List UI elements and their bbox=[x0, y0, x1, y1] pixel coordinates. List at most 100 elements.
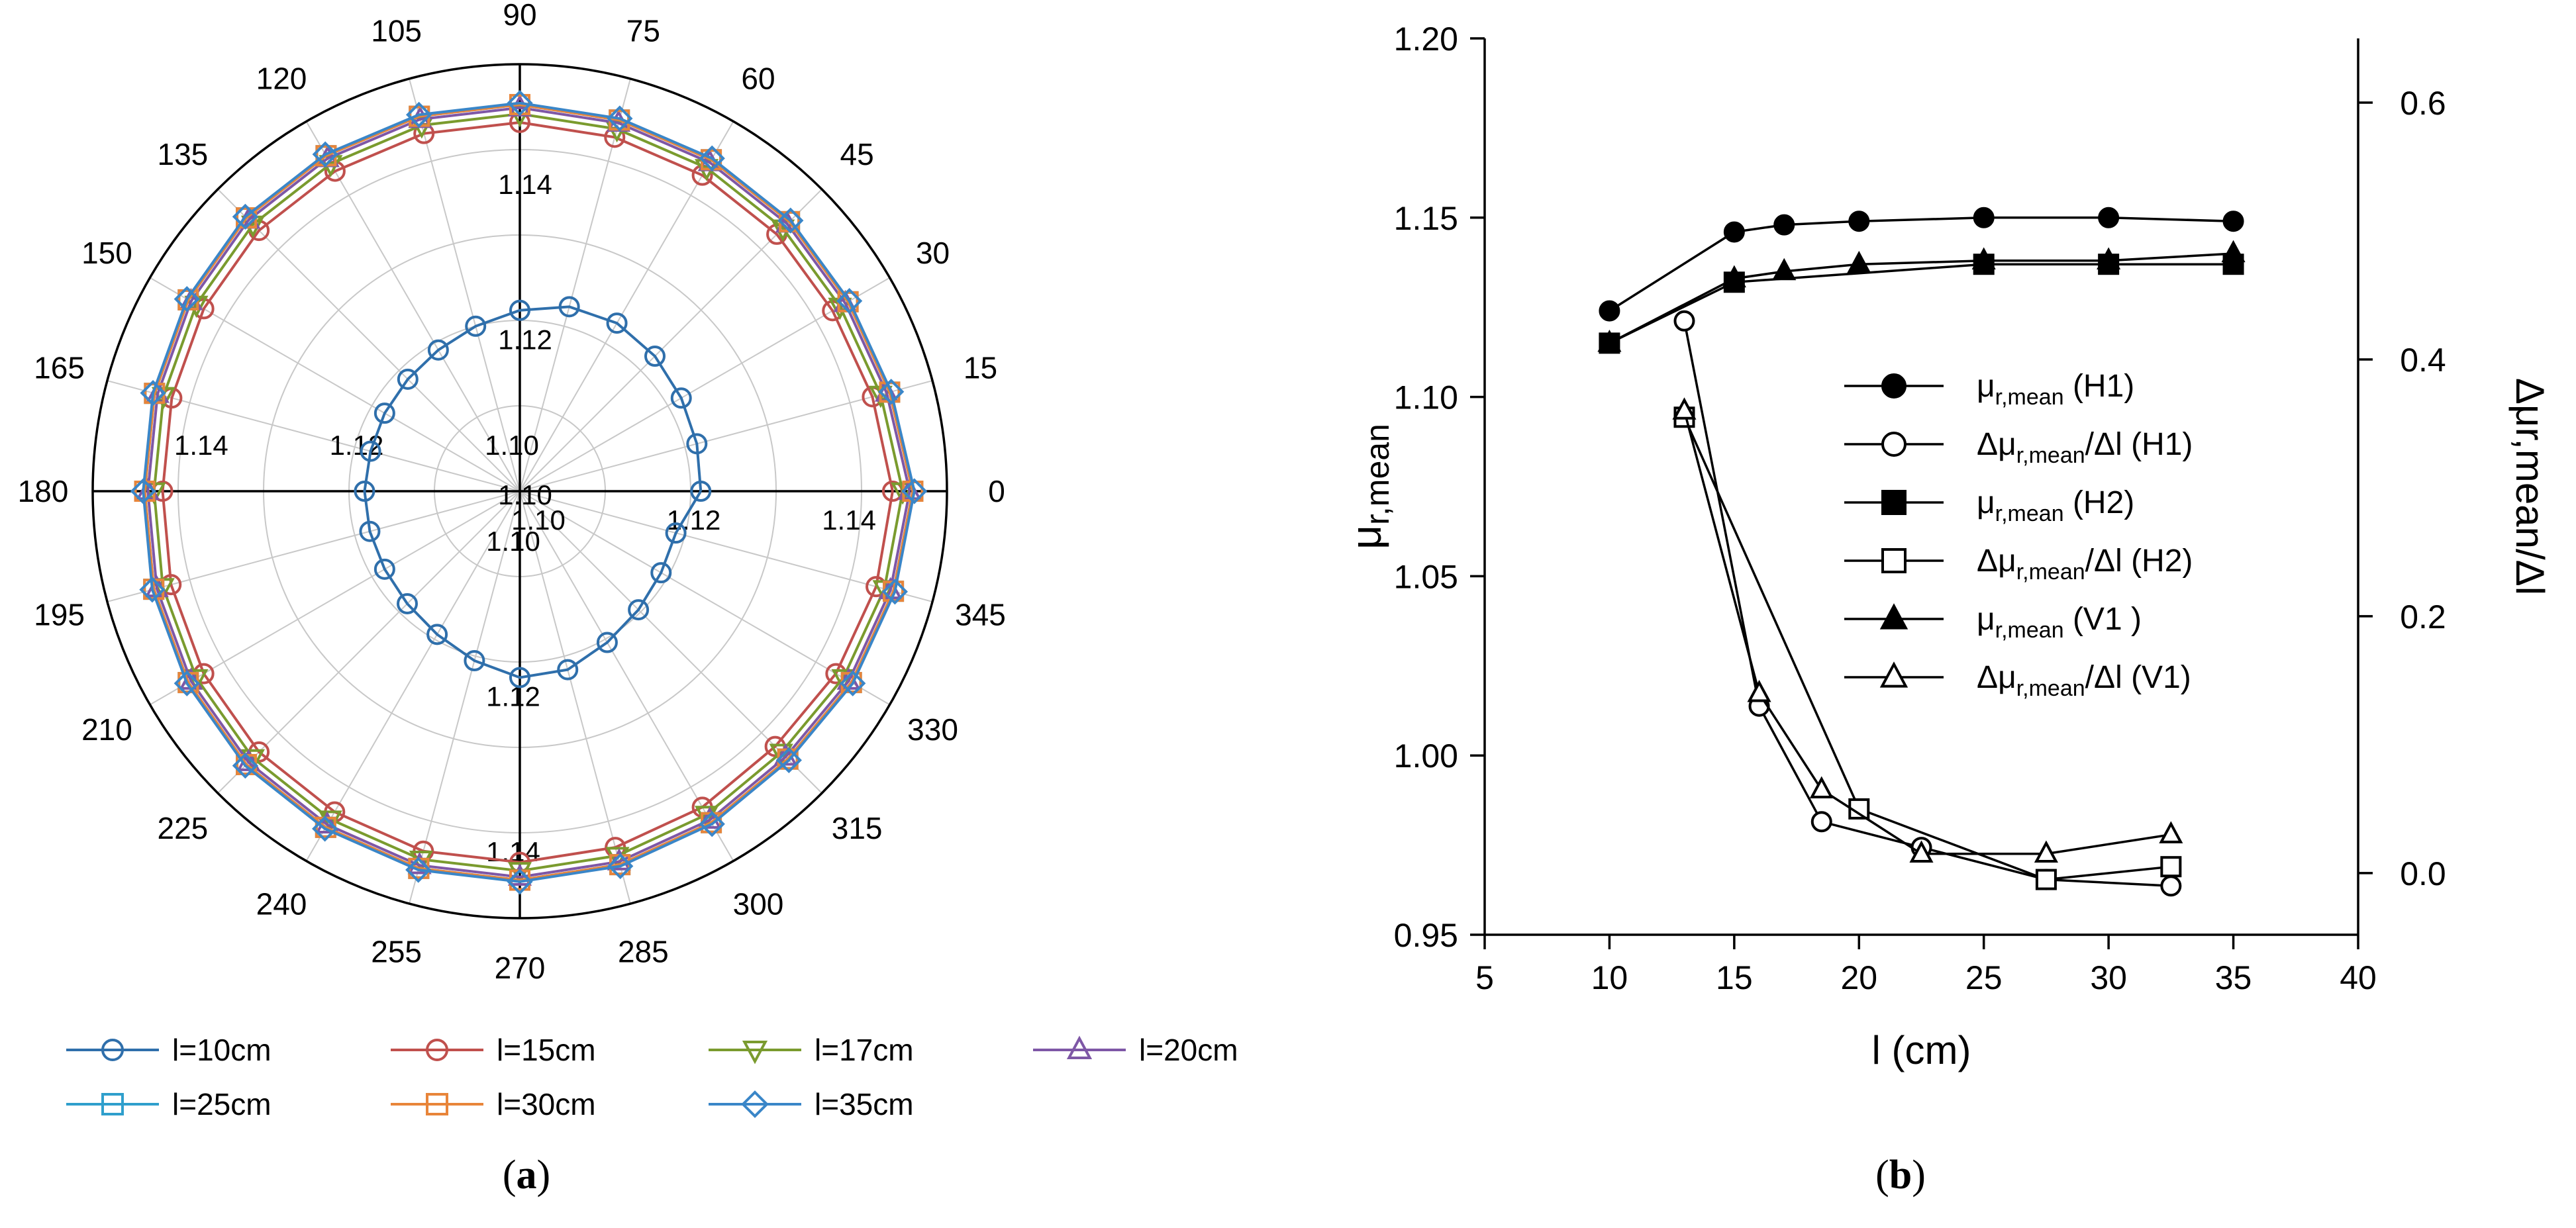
y-tick-label: 1.05 bbox=[1394, 558, 1458, 595]
x-tick-label: 15 bbox=[1716, 959, 1753, 996]
series-line bbox=[1683, 410, 2171, 855]
polar-angle-label: 135 bbox=[158, 137, 209, 171]
data-point bbox=[2221, 240, 2246, 263]
legend-label: l=17cm bbox=[815, 1033, 914, 1067]
y2-tick-label: 0.4 bbox=[2400, 342, 2446, 379]
polar-data-point bbox=[232, 203, 259, 230]
data-point bbox=[2097, 247, 2121, 269]
polar-grid-spoke bbox=[519, 491, 933, 602]
legend-label: Δμr,mean/Δl (V1) bbox=[1977, 660, 2191, 701]
polar-angle-label: 285 bbox=[618, 934, 669, 968]
polar-data-point bbox=[360, 440, 381, 462]
legend-item: l=35cm bbox=[709, 1087, 914, 1121]
polar-angle-label: 315 bbox=[832, 811, 883, 845]
legend-label: l=25cm bbox=[172, 1087, 272, 1121]
polar-data-point bbox=[173, 286, 200, 312]
data-point bbox=[1848, 211, 1870, 232]
legend-marker bbox=[741, 1090, 769, 1118]
polar-data-point bbox=[509, 667, 530, 688]
data-point bbox=[1599, 300, 1620, 322]
data-point bbox=[2222, 211, 2244, 232]
polar-grid-spoke bbox=[519, 491, 734, 862]
series-line bbox=[1683, 416, 2171, 881]
polar-data-point bbox=[312, 141, 338, 167]
line-chart: 5 10 15 20 25 30 35 40 0.95 1.00 1.05 1.10 1.15 1.20 0… bbox=[1342, 21, 2552, 1072]
polar-data-point bbox=[359, 520, 381, 542]
data-point bbox=[1672, 397, 1697, 420]
data-point bbox=[2098, 207, 2120, 228]
polar-grid-spoke bbox=[107, 380, 520, 492]
polar-data-point bbox=[607, 853, 634, 880]
polar-data-point bbox=[509, 299, 530, 321]
polar-data-point bbox=[312, 816, 338, 842]
data-point bbox=[1673, 310, 1695, 332]
polar-data-point bbox=[373, 558, 395, 580]
polar-angle-label: 195 bbox=[34, 597, 85, 632]
data-point bbox=[1772, 258, 1797, 281]
polar-data-point bbox=[232, 752, 259, 779]
polar-data-point bbox=[769, 743, 793, 767]
legend-item: l=20cm bbox=[1033, 1033, 1238, 1067]
polar-data-point bbox=[699, 811, 725, 837]
legend-marker bbox=[1881, 373, 1907, 399]
polar-radial-tick-label: 1.10 bbox=[511, 504, 566, 536]
polar-data-point bbox=[507, 862, 532, 884]
polar-data-point bbox=[699, 145, 725, 171]
legend-marker bbox=[1066, 1035, 1093, 1059]
polar-angle-label: 105 bbox=[371, 14, 422, 48]
polar-data-point bbox=[397, 368, 419, 390]
data-point bbox=[1973, 207, 1995, 228]
polar-data-point bbox=[628, 599, 650, 621]
polar-data-point bbox=[139, 577, 166, 603]
polar-grid-spoke bbox=[217, 491, 520, 794]
polar-data-point bbox=[650, 562, 672, 584]
polar-data-point bbox=[686, 433, 708, 455]
x-tick-label: 5 bbox=[1475, 959, 1494, 996]
legend-item: l=10cm bbox=[66, 1033, 272, 1067]
legend-marker bbox=[742, 1041, 768, 1064]
y2-tick-label: 0.2 bbox=[2400, 598, 2446, 636]
data-point bbox=[1909, 840, 1934, 863]
legend-label: l=20cm bbox=[1139, 1033, 1238, 1067]
x-tick-label: 30 bbox=[2090, 959, 2127, 996]
legend-marker bbox=[1879, 661, 1908, 688]
x-tick-label: 20 bbox=[1840, 959, 1877, 996]
legend-item: l=15cm bbox=[391, 1033, 596, 1067]
polar-radial-tick-label: 1.10 bbox=[486, 526, 540, 557]
polar-angle-label: 255 bbox=[371, 934, 422, 968]
legend-label: l=35cm bbox=[815, 1087, 914, 1121]
polar-data-point bbox=[426, 624, 448, 645]
polar-outer-circle bbox=[91, 63, 948, 920]
polar-data-point bbox=[606, 312, 628, 334]
y2-tick-label: 0.6 bbox=[2400, 85, 2446, 122]
legend-marker bbox=[1881, 548, 1907, 573]
legend-label: μr,mean (H2) bbox=[1977, 485, 2134, 526]
polar-angle-label: 120 bbox=[256, 61, 307, 95]
polar-angle-label: 330 bbox=[907, 712, 958, 747]
polar-data-point bbox=[464, 650, 485, 672]
legend-label: l=15cm bbox=[497, 1033, 596, 1067]
data-point bbox=[2035, 869, 2057, 890]
polar-angle-label: 165 bbox=[34, 351, 85, 385]
polar-data-point bbox=[405, 857, 432, 883]
y2-axis-label: Δμr,mean/Δl bbox=[2508, 378, 2552, 595]
legend-item: l=17cm bbox=[709, 1033, 914, 1067]
legend-item: Δμr,mean/Δl (H1) bbox=[1844, 427, 2193, 468]
polar-radial-tick-label: 1.14 bbox=[174, 430, 228, 461]
polar-data-point bbox=[427, 339, 449, 361]
polar-angle-label: 270 bbox=[495, 951, 546, 985]
polar-angle-label: 345 bbox=[955, 597, 1006, 632]
x-axis-label: l (cm) bbox=[1872, 1028, 1971, 1072]
polar-data-point bbox=[558, 296, 580, 318]
polar-data-point bbox=[901, 478, 928, 504]
polar-grid-spoke bbox=[217, 189, 520, 492]
data-point bbox=[1747, 679, 1771, 702]
polar-grid-spoke bbox=[519, 491, 631, 904]
polar-data-point bbox=[173, 670, 200, 696]
legend-label: μr,mean (V1 ) bbox=[1977, 602, 2142, 643]
legend-item: μr,mean (H2) bbox=[1844, 485, 2134, 526]
polar-data-point bbox=[557, 659, 579, 681]
series-line bbox=[1609, 263, 2234, 344]
y-axis-label: μr,mean bbox=[1342, 424, 1396, 549]
